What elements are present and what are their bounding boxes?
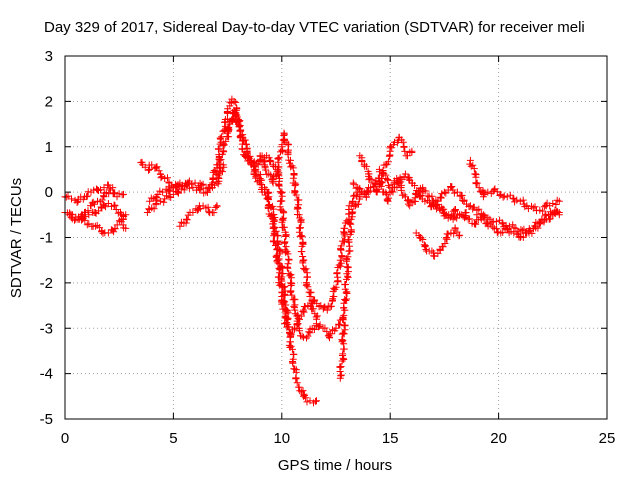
plus-markers xyxy=(224,111,346,342)
series-prn-r xyxy=(466,156,563,215)
y-tick-label: 3 xyxy=(45,48,53,65)
plus-markers xyxy=(336,184,372,382)
plus-markers xyxy=(143,185,188,216)
plus-markers xyxy=(176,202,221,230)
y-axis-title: SDTVAR / TECUs xyxy=(8,178,25,298)
plus-markers xyxy=(412,224,464,260)
series-prn-t xyxy=(430,197,470,223)
series-prn-q xyxy=(412,224,464,260)
plus-markers xyxy=(430,197,470,223)
chart-title: Day 329 of 2017, Sidereal Day-to-day VTE… xyxy=(44,19,585,36)
series-prn-s xyxy=(473,206,563,237)
y-tick-label: -2 xyxy=(40,275,53,292)
y-tick-label: -4 xyxy=(40,366,53,383)
y-tick-label: -3 xyxy=(40,320,53,337)
y-tick-label: -1 xyxy=(40,230,53,247)
series-prn-d xyxy=(72,200,130,232)
axis-ticks: 0 5 10 15 20 25 -5 -4 -3 -2 -1 0 1 2 3 xyxy=(40,48,616,447)
series-prn-g xyxy=(143,185,188,216)
x-axis-title: GPS time / hours xyxy=(278,457,392,474)
grid xyxy=(65,56,607,419)
plus-markers xyxy=(72,200,130,232)
x-tick-label: 20 xyxy=(490,430,507,447)
data-points xyxy=(61,95,563,407)
plus-markers xyxy=(256,129,321,323)
x-tick-label: 10 xyxy=(273,430,290,447)
series-prn-l xyxy=(256,129,321,323)
plus-markers xyxy=(356,133,416,196)
series-prn-h xyxy=(176,202,221,230)
y-tick-label: 2 xyxy=(45,93,53,110)
plus-markers xyxy=(473,206,563,237)
series-prn-k xyxy=(224,111,346,342)
y-tick-label: -5 xyxy=(40,411,53,428)
plus-markers xyxy=(466,156,563,215)
x-tick-label: 25 xyxy=(599,430,616,447)
x-tick-label: 15 xyxy=(382,430,399,447)
series-prn-m xyxy=(336,184,372,382)
series-prn-o xyxy=(356,133,416,196)
x-tick-label: 5 xyxy=(169,430,177,447)
x-tick-label: 0 xyxy=(61,430,69,447)
y-tick-label: 0 xyxy=(45,184,53,201)
y-tick-label: 1 xyxy=(45,139,53,156)
